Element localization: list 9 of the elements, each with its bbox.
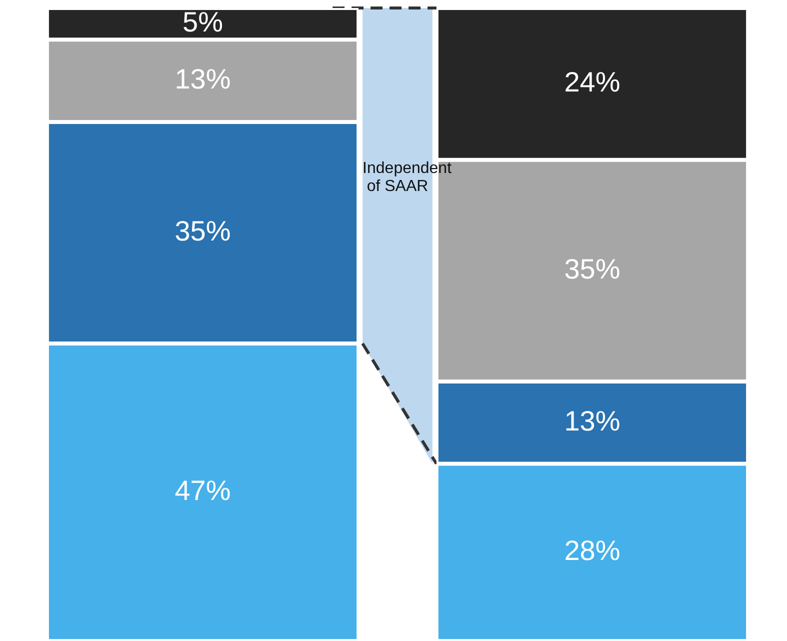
data-label: 47% — [174, 474, 231, 506]
data-label: 13% — [174, 64, 231, 95]
data-label: 35% — [174, 215, 231, 246]
data-label: 24% — [564, 66, 620, 98]
data-label: 35% — [564, 253, 620, 284]
data-label: 5% — [182, 6, 223, 38]
annotation: Independent of SAAR — [362, 160, 452, 196]
data-label: 13% — [564, 405, 620, 436]
data-label: 28% — [564, 535, 620, 566]
